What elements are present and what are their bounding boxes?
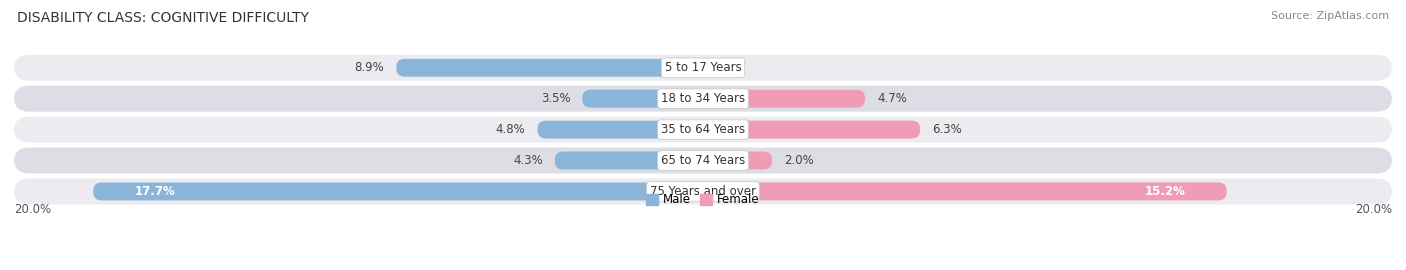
Text: Source: ZipAtlas.com: Source: ZipAtlas.com [1271, 11, 1389, 21]
FancyBboxPatch shape [14, 147, 1392, 174]
FancyBboxPatch shape [555, 151, 703, 170]
FancyBboxPatch shape [582, 90, 703, 108]
Text: 0.0%: 0.0% [716, 61, 745, 74]
FancyBboxPatch shape [93, 183, 703, 200]
FancyBboxPatch shape [396, 59, 703, 77]
Legend: Male, Female: Male, Female [641, 189, 765, 211]
Text: 3.5%: 3.5% [541, 92, 571, 105]
Text: 20.0%: 20.0% [14, 204, 51, 217]
Text: 18 to 34 Years: 18 to 34 Years [661, 92, 745, 105]
FancyBboxPatch shape [703, 151, 772, 170]
Text: DISABILITY CLASS: COGNITIVE DIFFICULTY: DISABILITY CLASS: COGNITIVE DIFFICULTY [17, 11, 309, 25]
Text: 4.3%: 4.3% [513, 154, 543, 167]
FancyBboxPatch shape [14, 117, 1392, 143]
FancyBboxPatch shape [703, 90, 865, 108]
Text: 17.7%: 17.7% [135, 185, 176, 198]
Text: 75 Years and over: 75 Years and over [650, 185, 756, 198]
Text: 35 to 64 Years: 35 to 64 Years [661, 123, 745, 136]
FancyBboxPatch shape [14, 178, 1392, 204]
FancyBboxPatch shape [14, 55, 1392, 81]
Text: 2.0%: 2.0% [785, 154, 814, 167]
FancyBboxPatch shape [537, 121, 703, 139]
Text: 5 to 17 Years: 5 to 17 Years [665, 61, 741, 74]
FancyBboxPatch shape [703, 121, 920, 139]
Text: 20.0%: 20.0% [1355, 204, 1392, 217]
Text: 65 to 74 Years: 65 to 74 Years [661, 154, 745, 167]
Text: 4.7%: 4.7% [877, 92, 907, 105]
Text: 15.2%: 15.2% [1144, 185, 1185, 198]
FancyBboxPatch shape [14, 86, 1392, 112]
FancyBboxPatch shape [703, 183, 1226, 200]
Text: 8.9%: 8.9% [354, 61, 384, 74]
Text: 6.3%: 6.3% [932, 123, 962, 136]
Text: 4.8%: 4.8% [496, 123, 526, 136]
